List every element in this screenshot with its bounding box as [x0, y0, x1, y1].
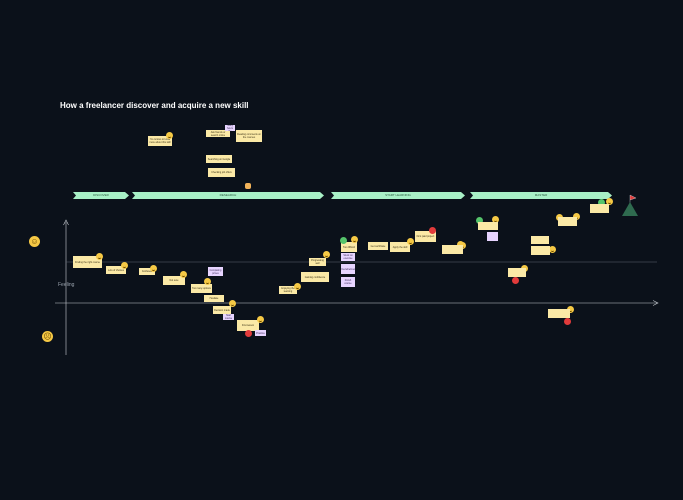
sticky-note: Not sure	[163, 276, 185, 285]
emotion-marker	[598, 199, 605, 206]
emotion-marker	[340, 237, 347, 244]
sad-face-icon: ☹	[42, 331, 53, 342]
flag-icon	[629, 194, 637, 207]
sticky-note: Gaining confidence	[301, 272, 329, 282]
sticky-note: Confused	[139, 268, 155, 275]
diagram-title: How a freelancer discover and acquire a …	[60, 101, 249, 110]
sticky-note: Practice	[255, 330, 266, 336]
emotion-marker	[121, 262, 128, 269]
sticky-note: Decision made	[213, 306, 231, 314]
sticky-note: Reading comments on the courses	[236, 130, 262, 142]
sticky-note: Checking job offers	[208, 168, 235, 177]
phase-start-learning: START LEARNING	[331, 192, 465, 199]
x-axis-arrow	[652, 300, 659, 306]
emotion-marker	[96, 253, 103, 260]
sticky-note-blank	[442, 245, 463, 254]
sticky-note: Searching on Google	[206, 155, 232, 163]
sticky-note: First lesson	[237, 320, 259, 331]
emotion-marker	[180, 271, 187, 278]
emotion-marker	[351, 236, 358, 243]
sticky-note: See how many hours the courses need	[225, 125, 235, 131]
emotion-marker	[567, 306, 574, 313]
emotion-marker	[257, 316, 264, 323]
sticky-note: Start course	[223, 314, 234, 320]
sticky-note: Ask friends or search online	[206, 130, 230, 137]
emotion-marker	[512, 277, 519, 284]
emotion-marker	[150, 265, 157, 272]
sticky-note: Stuck on exercise	[341, 253, 355, 261]
hand-icon	[245, 183, 251, 189]
emotion-marker	[549, 246, 556, 253]
sticky-note-blank	[548, 309, 570, 318]
emotion-marker	[606, 198, 613, 205]
sticky-note-blank	[590, 204, 609, 213]
sticky-note: Get certificate	[368, 242, 388, 250]
sticky-note: Comparing prices	[208, 267, 223, 276]
emotion-marker	[245, 330, 252, 337]
sticky-note-blank	[508, 268, 526, 277]
y-axis-arrow	[63, 219, 69, 226]
sticky-note: First paid project	[415, 231, 436, 242]
happy-face-icon: ☺	[29, 236, 40, 247]
emotion-marker	[294, 283, 301, 290]
sticky-note-blank	[531, 246, 550, 255]
emotion-marker	[564, 318, 571, 325]
sticky-note: Hesitate	[204, 295, 224, 302]
y-axis-label: Feeling	[58, 282, 75, 288]
sticky-note: Too many options	[191, 284, 212, 293]
phase-research: RESEARCH	[132, 192, 324, 199]
sticky-note-blank	[558, 217, 577, 226]
sticky-note: Apply the skill	[390, 242, 410, 252]
sticky-note: Finish course	[341, 277, 355, 287]
emotion-marker	[492, 216, 499, 223]
emotion-marker	[407, 238, 414, 245]
sticky-note: Lots of choices	[106, 266, 126, 274]
sticky-note: Progressing well	[309, 258, 326, 266]
phase-discover: DISCOVER	[73, 192, 129, 199]
emotion-marker	[229, 300, 236, 307]
sticky-note: I’m curious to know more about this skil…	[148, 136, 172, 146]
mountain-icon	[622, 202, 638, 216]
emotion-marker	[166, 132, 173, 139]
sticky-note: Overwhelmed	[341, 264, 355, 274]
phase-master: MASTER	[470, 192, 612, 199]
sticky-note-blank	[487, 232, 498, 241]
emotion-marker	[204, 278, 211, 285]
sticky-note: Too difficult	[341, 242, 357, 252]
emotion-marker	[429, 227, 436, 234]
sticky-note-blank	[531, 236, 549, 244]
sticky-note-blank	[478, 222, 498, 230]
sticky-note: Finding the right course	[73, 256, 102, 268]
emotion-marker	[323, 251, 330, 258]
sticky-note: Enjoying the learning	[279, 286, 297, 294]
emotion-marker	[476, 217, 483, 224]
